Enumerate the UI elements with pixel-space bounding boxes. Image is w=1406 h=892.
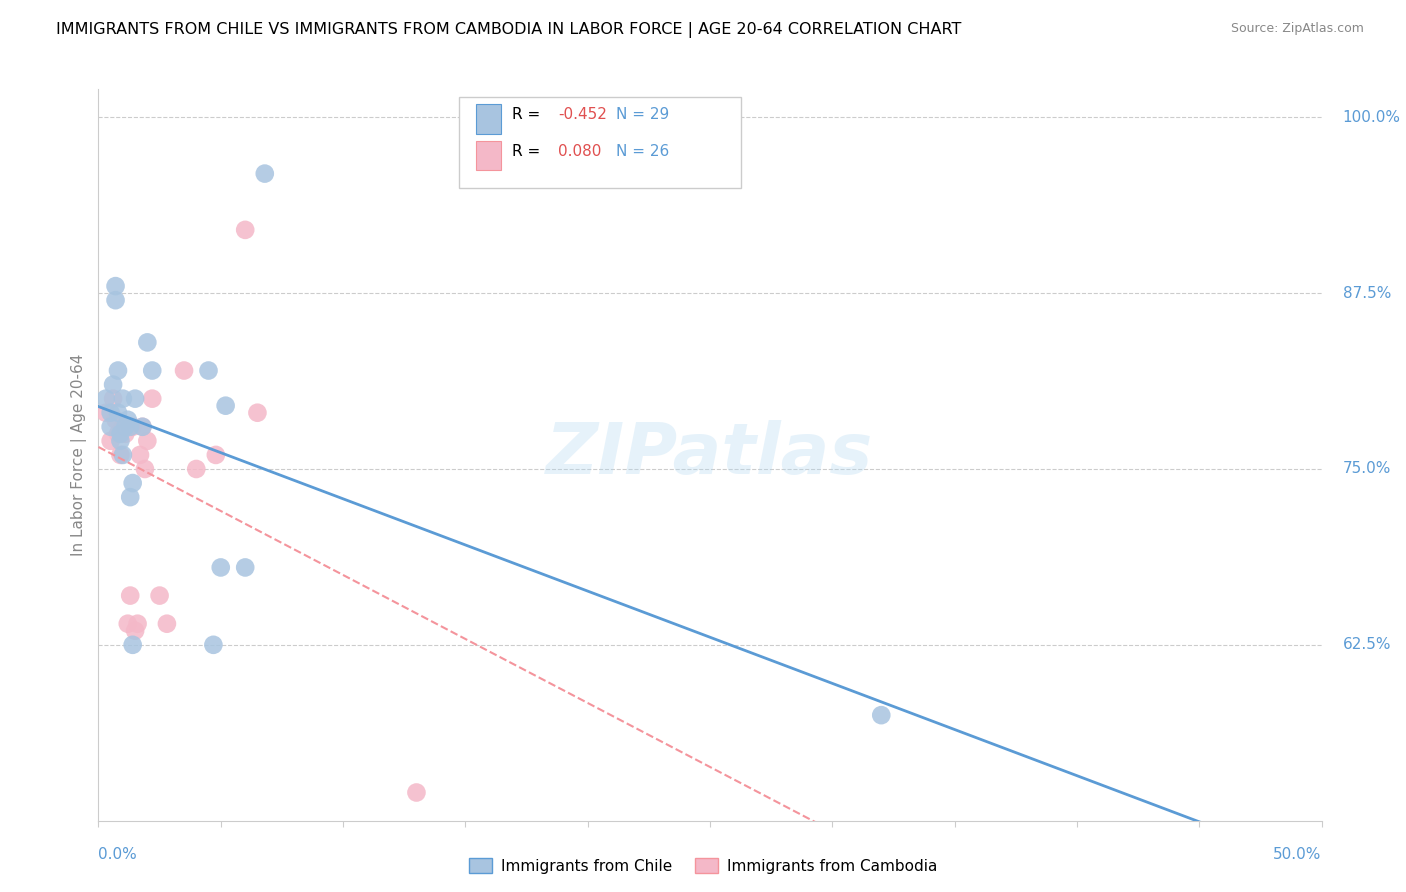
Point [233,560,256,574]
Point [94,392,117,406]
Point [110,434,132,448]
Text: N = 26: N = 26 [616,144,669,159]
Point [141,392,163,406]
Point [870,708,893,723]
Point [156,616,179,631]
Legend: Immigrants from Chile, Immigrants from Cambodia: Immigrants from Chile, Immigrants from C… [463,852,943,880]
Point [253,167,276,181]
Point [136,335,159,350]
Point [202,638,225,652]
Point [197,363,219,377]
Point [94,406,117,420]
Point [129,448,152,462]
Text: 50.0%: 50.0% [1274,847,1322,863]
Text: 75.0%: 75.0% [1343,461,1391,476]
Text: 87.5%: 87.5% [1343,285,1391,301]
Point [124,392,146,406]
Point [205,448,228,462]
Point [101,392,124,406]
Point [141,363,163,377]
Y-axis label: In Labor Force | Age 20-64: In Labor Force | Age 20-64 [72,354,87,556]
Point [107,363,129,377]
Text: ZIPatlas: ZIPatlas [547,420,873,490]
Point [214,399,236,413]
Text: IMMIGRANTS FROM CHILE VS IMMIGRANTS FROM CAMBODIA IN LABOR FORCE | AGE 20-64 COR: IMMIGRANTS FROM CHILE VS IMMIGRANTS FROM… [56,22,962,38]
Point [120,589,142,603]
Point [131,419,153,434]
Point [173,363,195,377]
Point [117,616,139,631]
FancyBboxPatch shape [477,141,501,170]
Point [110,448,132,462]
Point [107,426,129,441]
Point [246,406,269,420]
Point [209,560,232,574]
Point [121,419,143,434]
Point [100,434,122,448]
Point [100,419,122,434]
Point [131,419,153,434]
Point [114,426,136,441]
FancyBboxPatch shape [477,104,501,134]
Text: N = 29: N = 29 [616,107,669,122]
Point [110,426,132,441]
Point [120,490,142,504]
Point [101,377,124,392]
Point [111,392,134,406]
Point [104,279,127,293]
Point [149,589,172,603]
Text: R =: R = [512,144,546,159]
Point [120,419,142,434]
Text: 62.5%: 62.5% [1343,637,1391,652]
Point [186,462,208,476]
Point [111,419,134,434]
Text: 0.0%: 0.0% [98,847,138,863]
Point [117,413,139,427]
Point [111,448,134,462]
Text: 100.0%: 100.0% [1343,110,1400,125]
Text: -0.452: -0.452 [558,107,607,122]
Point [114,419,136,434]
Point [124,624,146,638]
Point [405,785,427,799]
Point [104,293,127,308]
Point [136,434,159,448]
Text: 0.080: 0.080 [558,144,602,159]
Point [127,616,149,631]
Point [233,223,256,237]
Point [121,476,143,491]
Point [100,406,122,420]
Point [107,406,129,420]
Text: Source: ZipAtlas.com: Source: ZipAtlas.com [1230,22,1364,36]
Point [104,413,127,427]
Point [134,462,156,476]
Text: R =: R = [512,107,546,122]
Point [121,638,143,652]
FancyBboxPatch shape [460,96,741,188]
